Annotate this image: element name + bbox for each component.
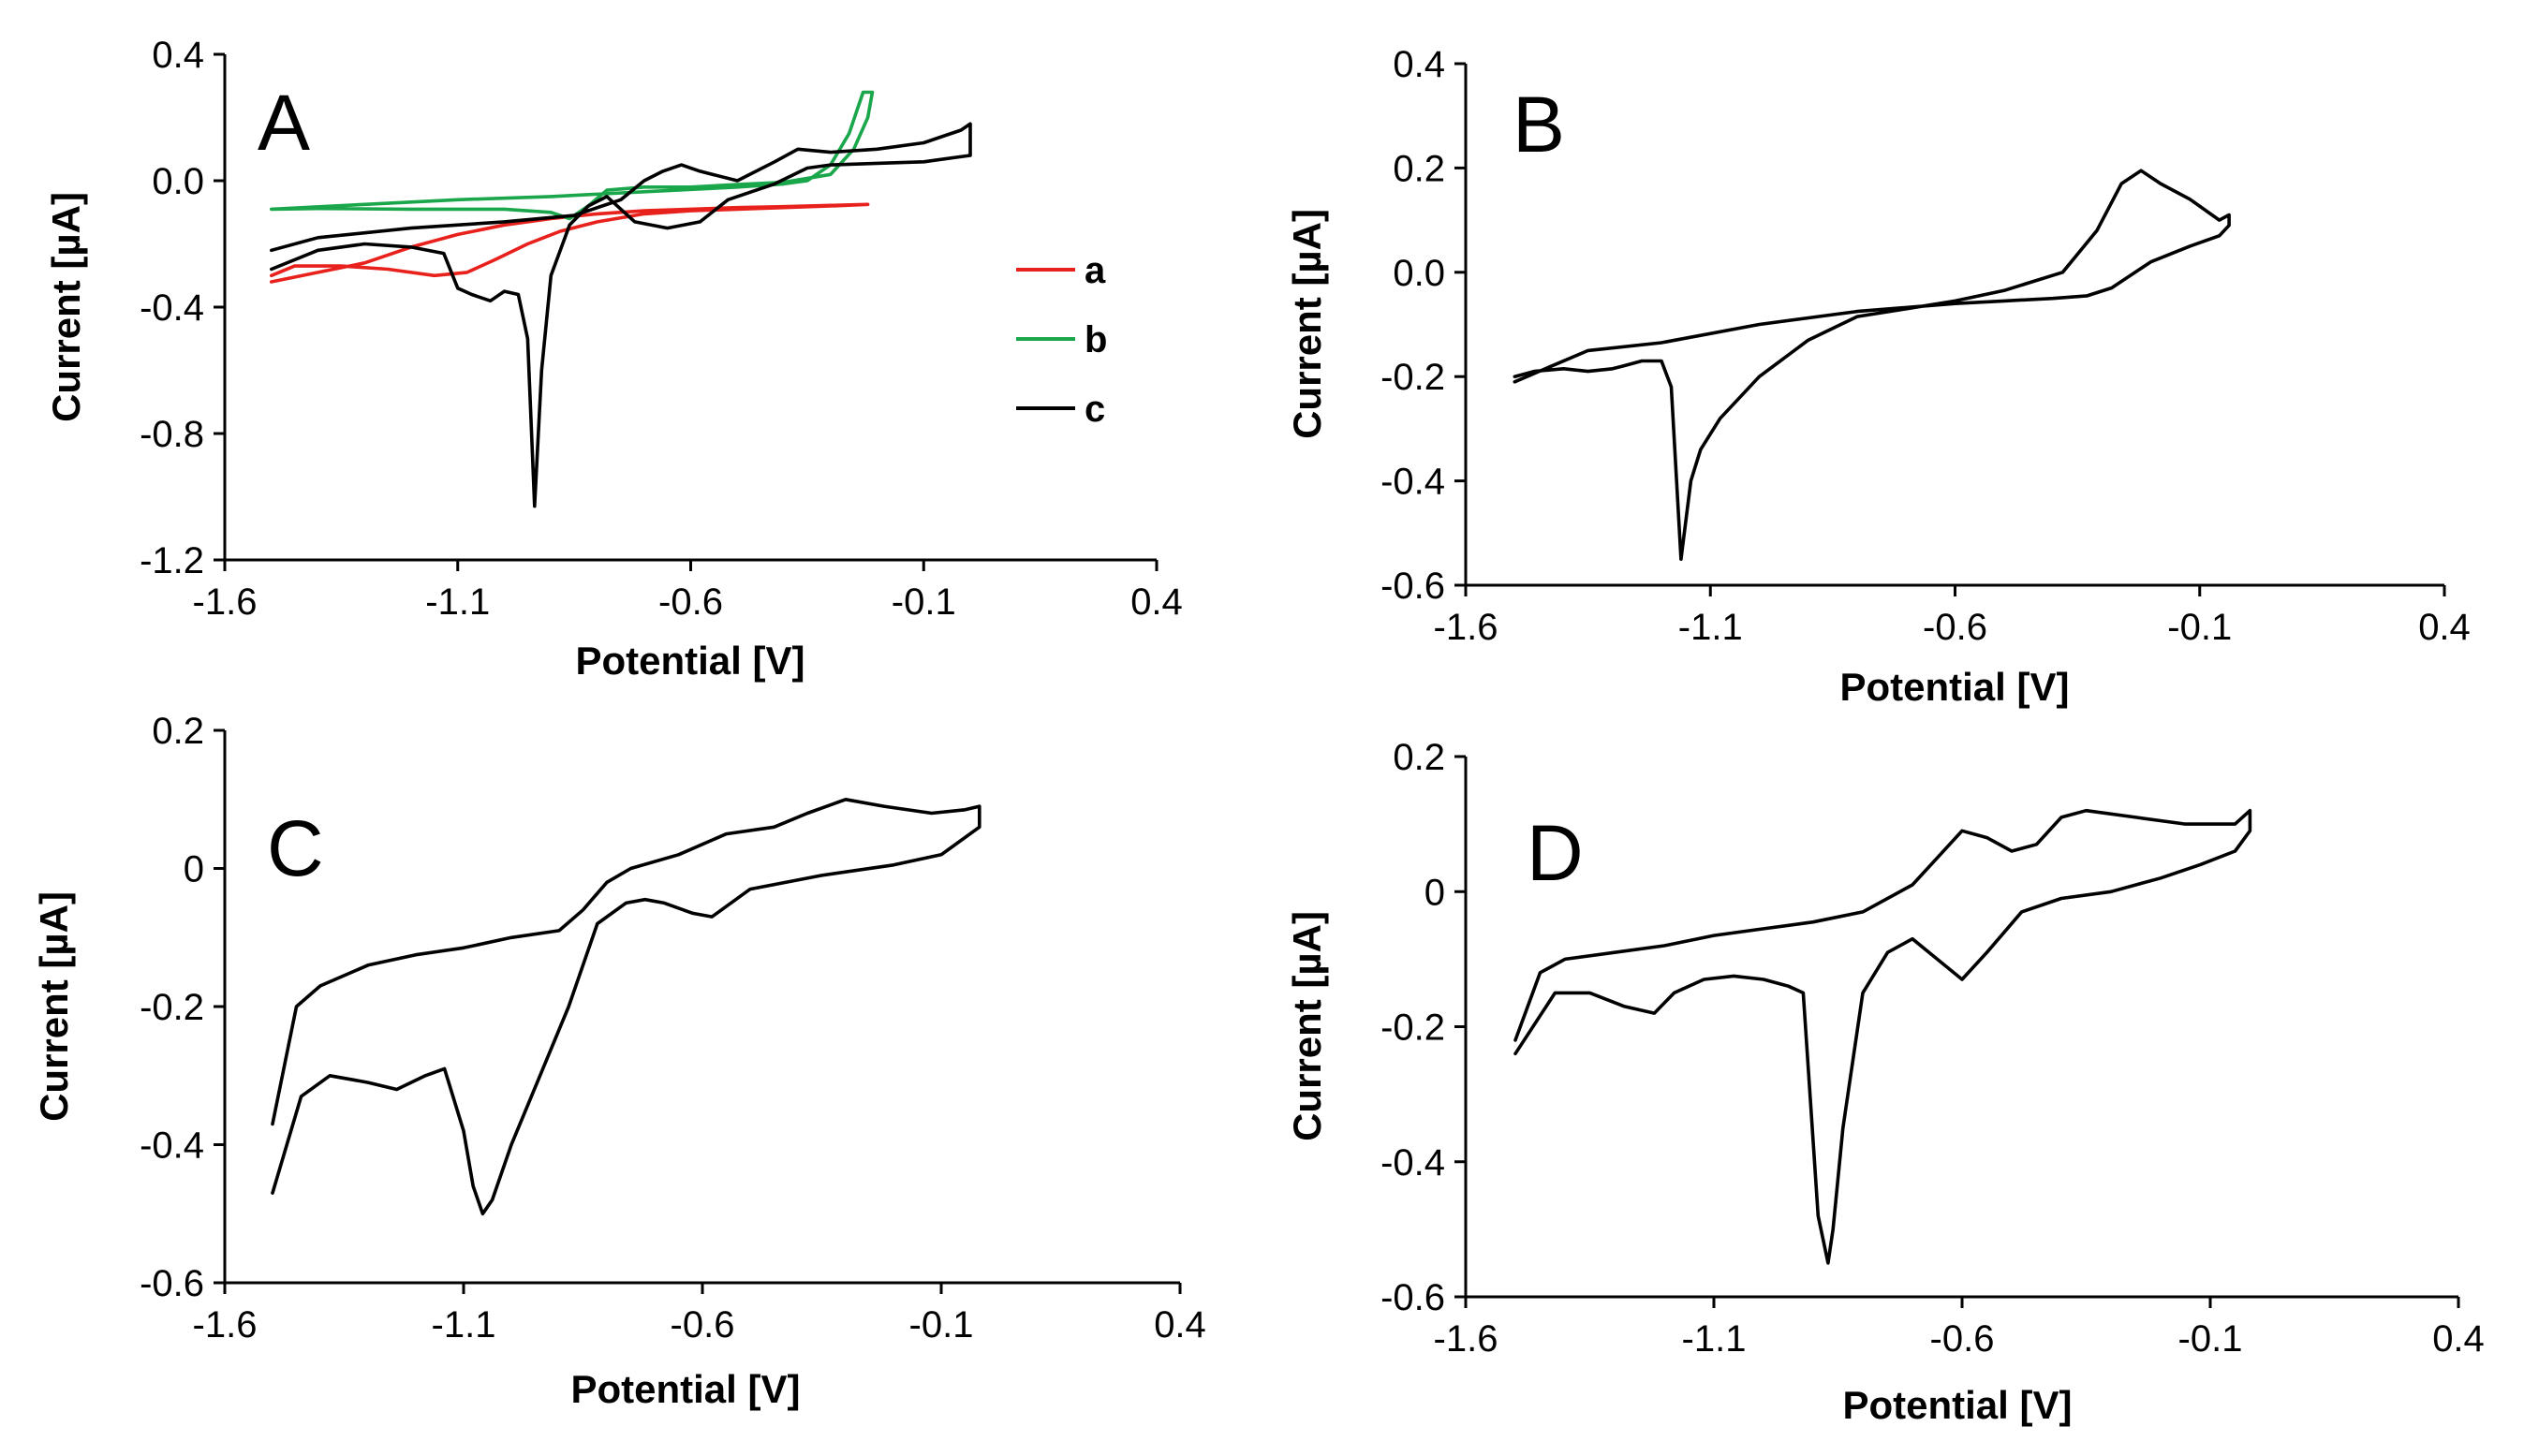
panel-b-xlabel: Potential [V] (1839, 665, 2069, 709)
panel-a-legend: a b c (1016, 250, 1107, 430)
panel-c-ytick-label: 0 (184, 849, 204, 890)
panel-d-xtick-label: -0.6 (1930, 1318, 1995, 1360)
panel-a-ytick-label: 0.4 (152, 35, 204, 76)
panel-d-xtick-label: -0.1 (2178, 1318, 2243, 1360)
panel-c-yticks: 0.2 0 -0.2 -0.4 -0.6 (140, 711, 225, 1304)
panel-c-ytick-label: -0.2 (140, 987, 204, 1028)
panel-a-ytick-label: 0.0 (152, 161, 204, 202)
panel-d-letter: D (1527, 809, 1584, 897)
panel-b-yticks: 0.4 0.2 0.0 -0.2 -0.4 -0.6 (1380, 44, 1466, 607)
panel-d-ytick-label: -0.2 (1380, 1007, 1445, 1049)
panel-a-series (270, 90, 972, 508)
panel-b: B 0.4 0.2 0.0 -0.2 -0.4 -0.6 -1.6 -1.1 -0.6 -0.1… (1285, 44, 2471, 709)
panel-c: C 0.2 0 -0.2 -0.4 -0.6 -1.6 -1.1 -0.6 -0.1 0.4 P… (32, 711, 1206, 1411)
panel-b-ytick-label: 0.4 (1393, 44, 1445, 85)
panel-d-yticks: 0.2 0 -0.2 -0.4 -0.6 (1380, 737, 1466, 1318)
panel-a-series-c-line (270, 122, 972, 508)
panel-b-ytick-label: -0.6 (1380, 566, 1445, 607)
panel-d-xtick-label: -1.1 (1682, 1318, 1747, 1360)
panel-c-xtick-label: -1.1 (432, 1304, 496, 1346)
panel-c-ylabel: Current [µA] (32, 891, 76, 1122)
panel-d-xlabel: Potential [V] (1842, 1383, 2072, 1427)
panel-a-ytick-label: -1.2 (140, 540, 204, 581)
panel-d-xticks: -1.6 -1.1 -0.6 -0.1 0.4 (1434, 1297, 2485, 1360)
panel-b-ylabel: Current [µA] (1285, 209, 1329, 439)
panel-b-series (1513, 169, 2231, 561)
panel-b-ytick-label: -0.2 (1380, 357, 1445, 398)
panel-b-ytick-label: 0.0 (1393, 253, 1445, 294)
panel-b-xtick-label: -0.1 (2167, 607, 2232, 648)
panel-a-xtick-label: -0.6 (658, 581, 723, 623)
legend-label-b: b (1085, 319, 1107, 360)
panel-b-xtick-label: -1.1 (1678, 607, 1743, 648)
panel-a-xtick-label: -1.6 (193, 581, 258, 623)
panel-a-letter: A (258, 79, 310, 167)
panel-a-ytick-label: -0.8 (140, 414, 204, 455)
panel-a-series-b-line (270, 90, 875, 221)
panel-c-xtick-label: -1.6 (193, 1304, 258, 1346)
panel-a-series-a-line (270, 202, 870, 284)
panel-c-xtick-label: -0.1 (909, 1304, 974, 1346)
legend-label-c: c (1085, 389, 1105, 430)
panel-a: A 0.4 0.0 -0.4 -0.8 -1.2 -1.6 -1.1 -0.6 -0.1 0.4… (44, 35, 1183, 683)
panel-d-ytick-label: 0 (1424, 872, 1445, 913)
panel-d-ytick-label: 0.2 (1393, 737, 1445, 778)
panel-d: D 0.2 0 -0.2 -0.4 -0.6 -1.6 -1.1 -0.6 -0.1 0.4 P… (1285, 737, 2485, 1427)
panel-d-series (1513, 808, 2252, 1265)
panel-c-ytick-label: -0.4 (140, 1125, 204, 1167)
panel-b-xtick-label: -0.6 (1923, 607, 1987, 648)
panel-b-letter: B (1513, 81, 1565, 169)
panel-c-ytick-label: 0.2 (152, 711, 204, 752)
panel-b-xtick-label: -1.6 (1434, 607, 1498, 648)
panel-d-xtick-label: -1.6 (1434, 1318, 1498, 1360)
panel-b-series-b-line (1513, 169, 2231, 561)
panel-a-ytick-label: -0.4 (140, 287, 204, 329)
panel-c-series (271, 798, 982, 1216)
panel-c-series-c-line (271, 798, 982, 1216)
panel-b-ytick-label: 0.2 (1393, 148, 1445, 189)
panel-c-letter: C (267, 804, 324, 892)
panel-c-xlabel: Potential [V] (570, 1367, 800, 1411)
panel-d-ytick-label: -0.6 (1380, 1277, 1445, 1318)
panel-a-xtick-label: -1.1 (425, 581, 490, 623)
panel-b-ytick-label: -0.4 (1380, 462, 1445, 503)
legend-label-a: a (1085, 250, 1106, 291)
panel-d-series-d-line (1513, 808, 2252, 1265)
panel-a-xticks: -1.6 -1.1 -0.6 -0.1 0.4 (193, 560, 1183, 623)
panel-c-xtick-label: -0.6 (671, 1304, 735, 1346)
panel-a-xtick-label: -0.1 (892, 581, 956, 623)
panel-c-xtick-label: 0.4 (1154, 1304, 1206, 1346)
panel-c-xticks: -1.6 -1.1 -0.6 -0.1 0.4 (193, 1283, 1206, 1346)
panel-b-xticks: -1.6 -1.1 -0.6 -0.1 0.4 (1434, 585, 2471, 648)
panel-b-xtick-label: 0.4 (2418, 607, 2471, 648)
panel-a-ylabel: Current [µA] (44, 192, 88, 422)
panel-d-ytick-label: -0.4 (1380, 1142, 1445, 1184)
panel-d-xtick-label: 0.4 (2432, 1318, 2485, 1360)
panel-a-xlabel: Potential [V] (575, 639, 804, 683)
panel-a-yticks: 0.4 0.0 -0.4 -0.8 -1.2 (140, 35, 225, 581)
panel-c-ytick-label: -0.6 (140, 1263, 204, 1304)
panel-d-ylabel: Current [µA] (1285, 911, 1329, 1141)
panel-a-xtick-label: 0.4 (1130, 581, 1183, 623)
